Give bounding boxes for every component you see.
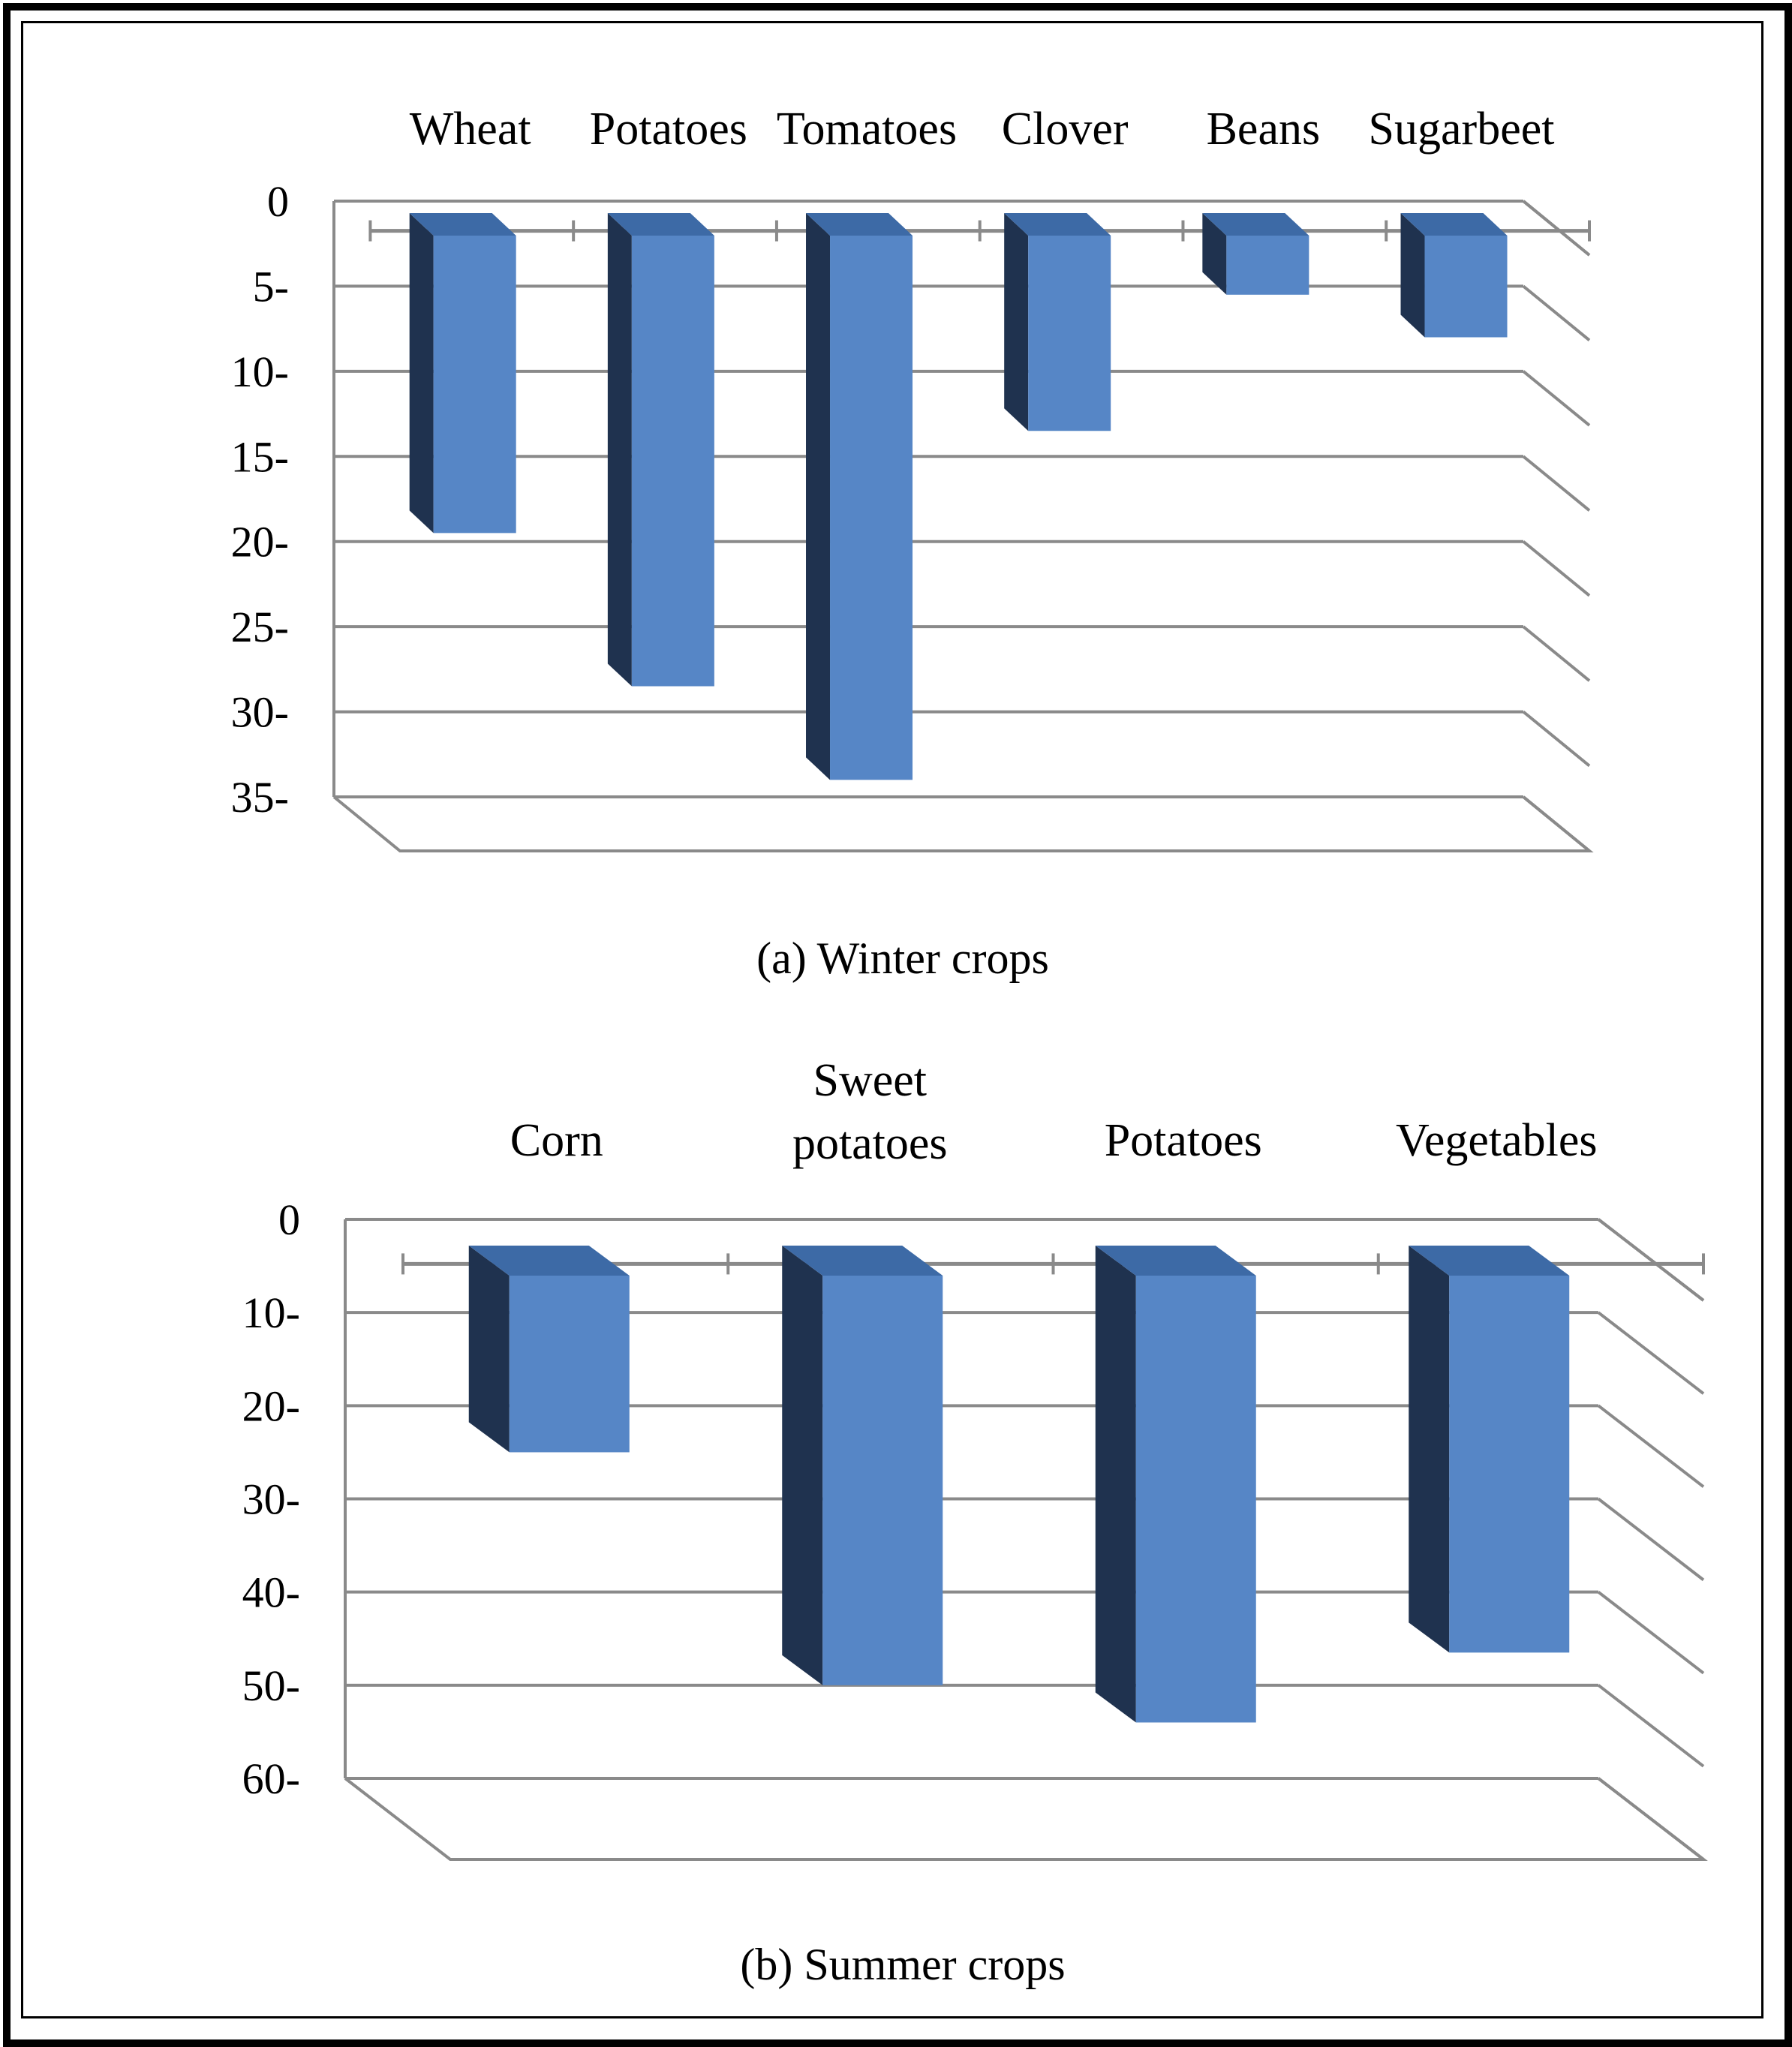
x-category-label: Beans bbox=[1207, 104, 1321, 155]
grid-diagonal bbox=[1597, 1404, 1705, 1488]
y-tick-label: 10- bbox=[242, 1288, 300, 1337]
bar-winter-beans bbox=[1202, 213, 1309, 295]
floor bbox=[344, 1777, 1708, 1861]
bar-front bbox=[433, 236, 516, 534]
bar-winter-tomatoes bbox=[806, 213, 913, 780]
grid-diagonal bbox=[1597, 1311, 1705, 1395]
x-category-label: Clover bbox=[1002, 104, 1129, 155]
x-category-label: Vegetables bbox=[1396, 1115, 1598, 1166]
y-tick-label: 30- bbox=[231, 688, 289, 737]
bar-side bbox=[1004, 213, 1029, 431]
bar-winter-clover bbox=[1004, 213, 1111, 431]
summer-crops-chart: 0 10- 20- 30- 40- 50- 60- Corn Sweet potatoes Pota… bbox=[242, 1055, 1708, 1861]
y-tick-label: 35- bbox=[231, 773, 289, 822]
y-tick-label: 60- bbox=[242, 1754, 300, 1803]
bar-front bbox=[631, 236, 714, 687]
bar-front bbox=[822, 1276, 943, 1685]
y-tick-label: 40- bbox=[242, 1568, 300, 1617]
bar-side bbox=[806, 213, 831, 780]
grid-diagonal bbox=[1522, 711, 1591, 768]
grid-diagonal bbox=[1597, 1591, 1705, 1675]
winter-crops-chart: 0 5- 10- 15- 20- 25- 30- 35- Wheat Potatoes Tomato… bbox=[231, 104, 1594, 852]
bar-front bbox=[1226, 236, 1309, 295]
bar-side bbox=[607, 213, 632, 687]
grid-diagonal bbox=[1522, 284, 1591, 341]
bar-top bbox=[607, 213, 714, 236]
grid-diagonal bbox=[1597, 1684, 1705, 1768]
bar-side bbox=[1202, 213, 1227, 295]
bar-top bbox=[806, 213, 913, 236]
x-category-label: Potatoes bbox=[590, 104, 747, 155]
bar-summer-potatoes bbox=[1095, 1246, 1256, 1723]
bar-top bbox=[782, 1246, 943, 1276]
x-category-label: Wheat bbox=[410, 104, 531, 155]
bar-top bbox=[1202, 213, 1309, 236]
bar-front bbox=[1135, 1276, 1256, 1723]
x-category-label: Corn bbox=[510, 1115, 603, 1166]
bar-side bbox=[1409, 1246, 1450, 1653]
y-tick-label: 15- bbox=[231, 432, 289, 481]
outer-frame bbox=[3, 3, 1792, 2047]
grid-diagonal bbox=[1522, 370, 1591, 427]
bar-side bbox=[782, 1246, 823, 1685]
summer-crops-caption: (b) Summer crops bbox=[740, 1940, 1065, 1989]
bar-summer-corn bbox=[468, 1246, 630, 1453]
bar-top bbox=[468, 1246, 630, 1276]
y-tick-label: 20- bbox=[231, 518, 289, 567]
bar-front bbox=[1449, 1276, 1570, 1653]
y-tick-label: 20- bbox=[242, 1381, 300, 1430]
grid-diagonal bbox=[1597, 1497, 1705, 1582]
floor bbox=[332, 795, 1594, 852]
bar-top bbox=[1095, 1246, 1256, 1276]
grid-diagonal bbox=[1597, 1218, 1705, 1302]
bar-front bbox=[509, 1276, 630, 1453]
bar-winter-potatoes bbox=[607, 213, 714, 687]
x-category-label: Sweet potatoes bbox=[792, 1055, 948, 1169]
bar-winter-sugarbeet bbox=[1400, 213, 1508, 338]
bar-winter-wheat bbox=[409, 213, 516, 534]
bar-summer-sweet-potatoes bbox=[782, 1246, 943, 1685]
y-tick-label: 0 bbox=[267, 177, 289, 226]
y-tick-label: 25- bbox=[231, 603, 289, 651]
bar-side bbox=[1400, 213, 1425, 338]
y-tick-label: 50- bbox=[242, 1661, 300, 1710]
grid-diagonal bbox=[1522, 540, 1591, 597]
y-tick-label: 5- bbox=[253, 262, 289, 311]
bar-top bbox=[1004, 213, 1111, 236]
x-category-label: Tomatoes bbox=[777, 104, 957, 155]
x-category-label: Sugarbeet bbox=[1369, 104, 1555, 155]
inner-frame bbox=[21, 21, 1763, 2018]
bar-side bbox=[1095, 1246, 1136, 1723]
grid-diagonal bbox=[1522, 200, 1591, 257]
bar-side bbox=[409, 213, 434, 534]
bar-side bbox=[468, 1246, 510, 1453]
x-category-label: Potatoes bbox=[1105, 1115, 1262, 1166]
winter-crops-caption: (a) Winter crops bbox=[756, 933, 1049, 983]
y-tick-label: 0 bbox=[278, 1195, 300, 1244]
grid-diagonal bbox=[1522, 455, 1591, 512]
bar-front bbox=[830, 236, 913, 780]
bar-front bbox=[1424, 236, 1508, 338]
bar-front bbox=[1028, 236, 1111, 431]
bar-top bbox=[1400, 213, 1508, 236]
y-tick-label: 10- bbox=[231, 347, 289, 396]
bar-top bbox=[1409, 1246, 1570, 1276]
bar-summer-vegetables bbox=[1409, 1246, 1570, 1653]
grid-diagonal bbox=[1522, 625, 1591, 682]
y-tick-label: 30- bbox=[242, 1475, 300, 1524]
bar-top bbox=[409, 213, 516, 236]
